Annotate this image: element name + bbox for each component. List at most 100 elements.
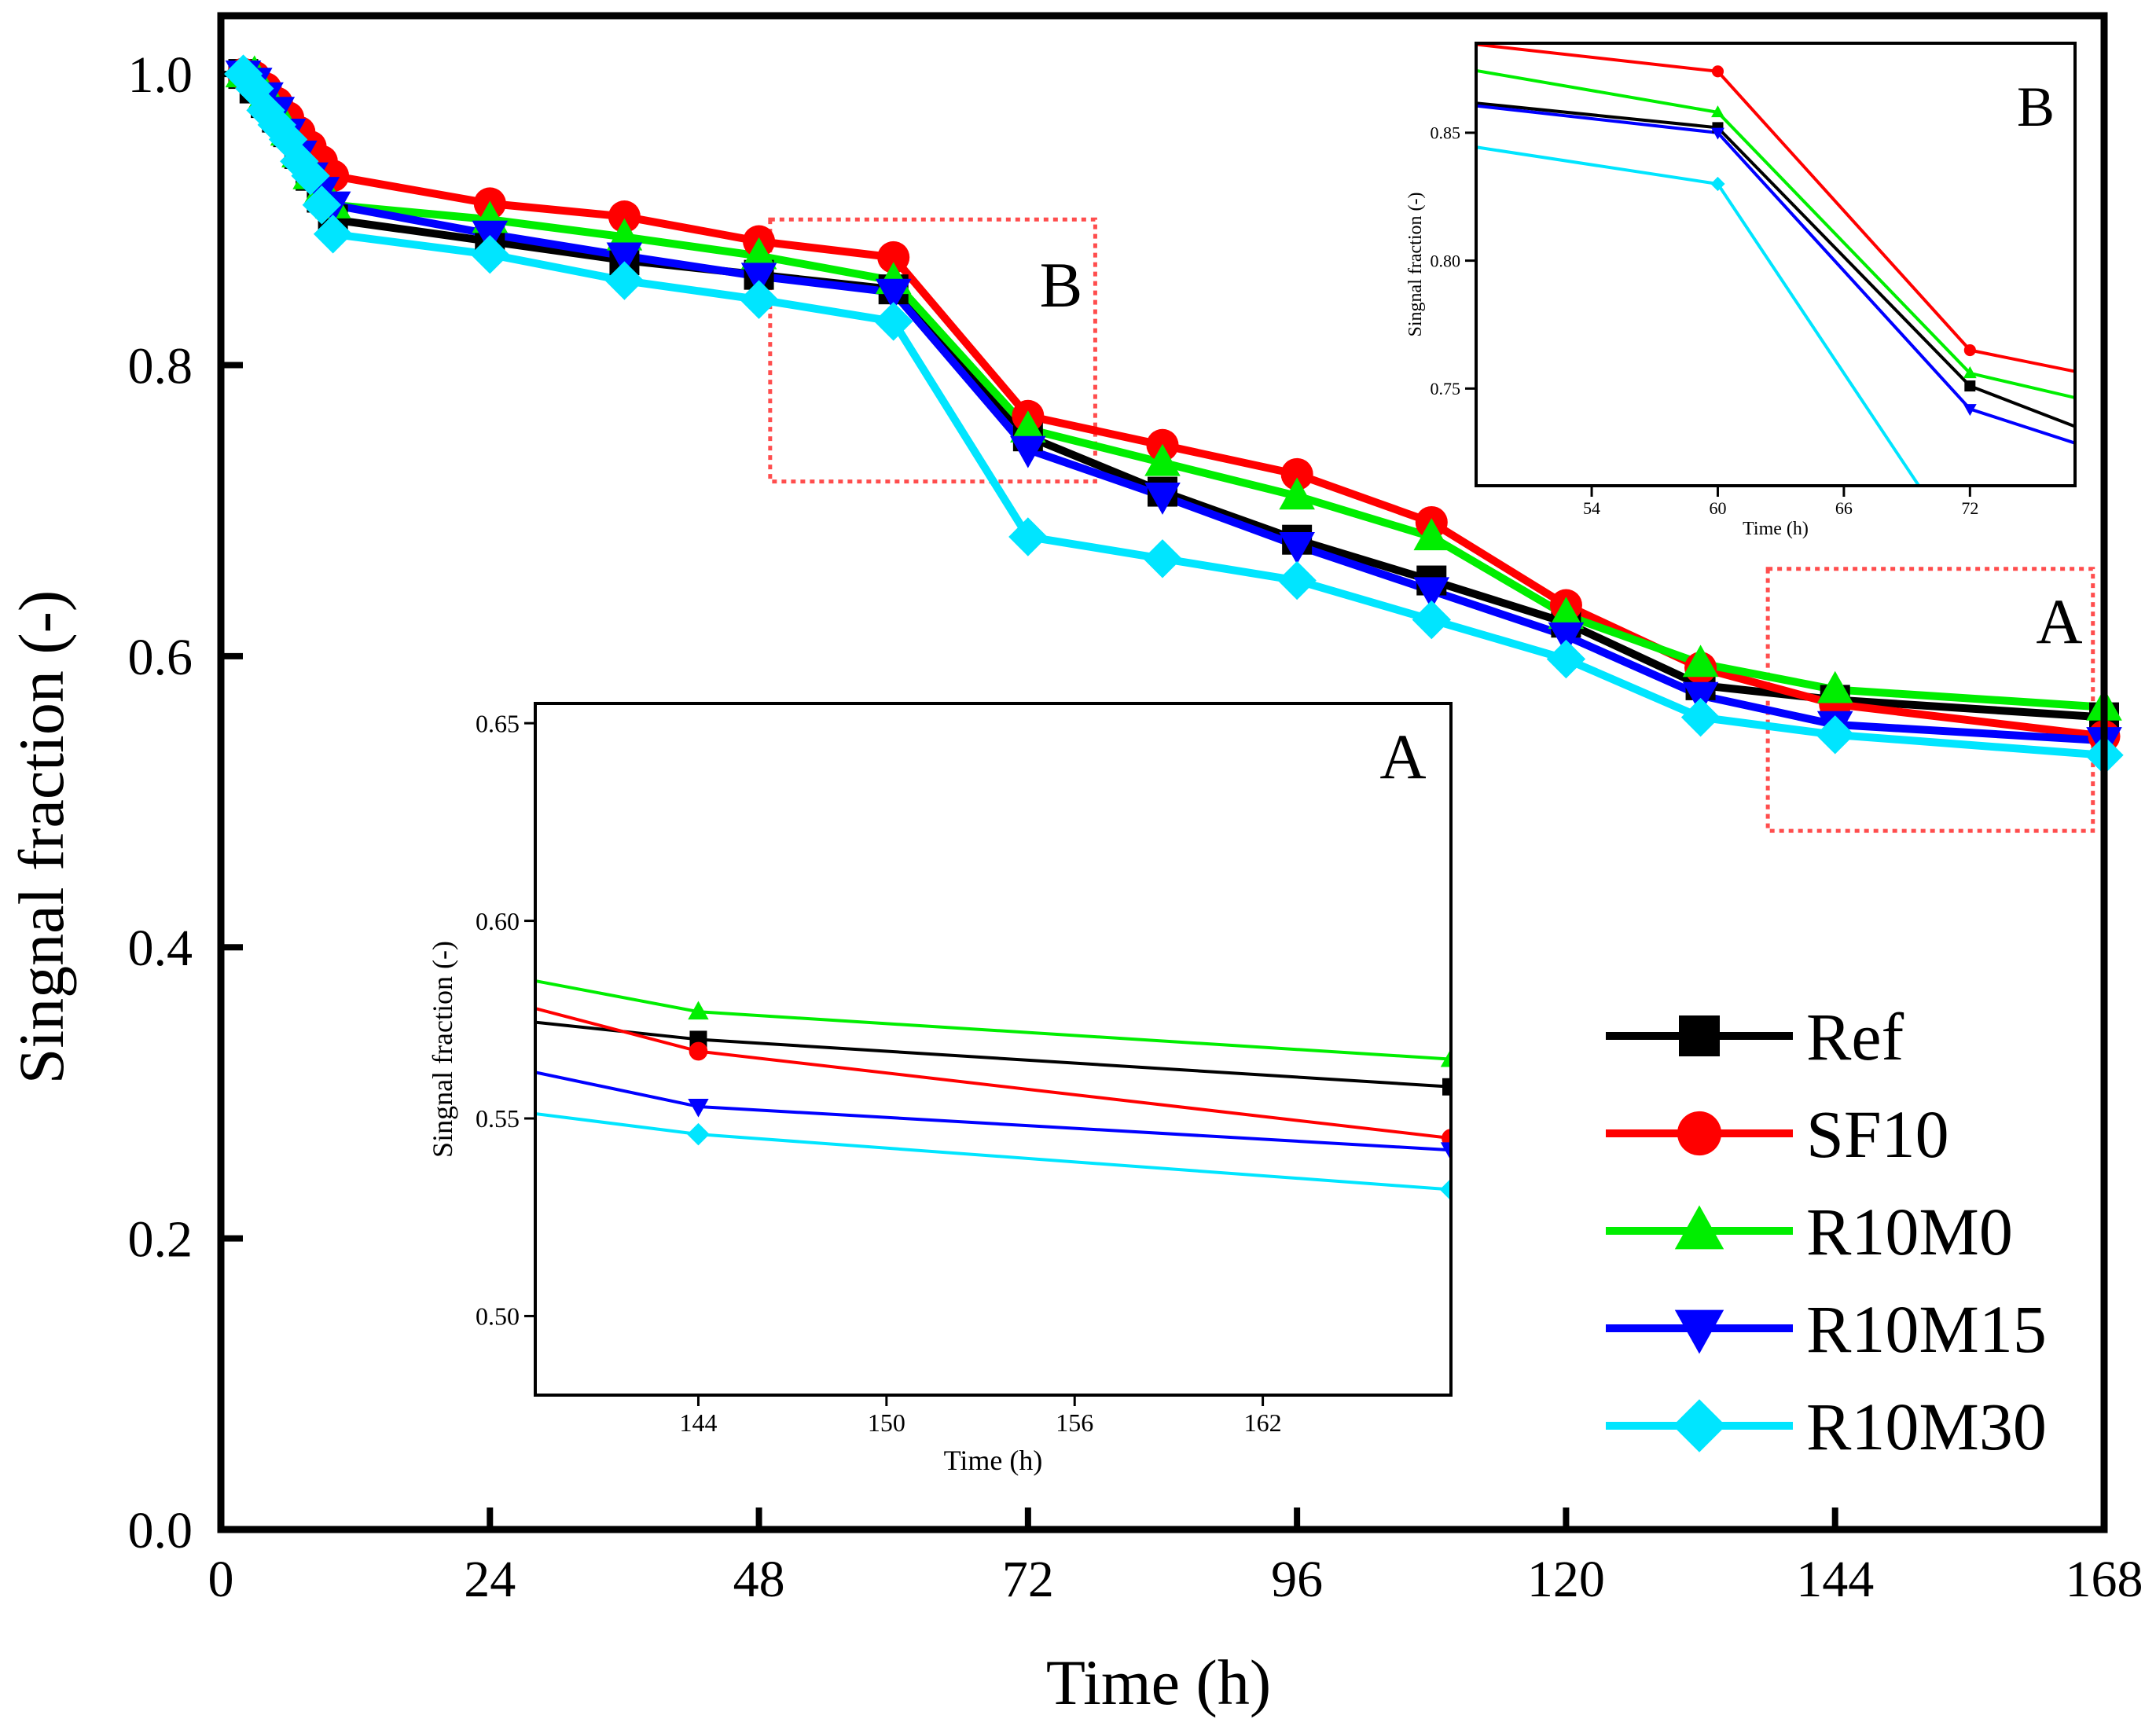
data-point-r10m30 bbox=[235, 68, 274, 108]
inset-x-tick-label: 54 bbox=[1583, 498, 1600, 518]
data-point-sf10 bbox=[1280, 457, 1313, 490]
x-tick-label: 24 bbox=[464, 1551, 516, 1608]
inset-frame bbox=[1475, 42, 2077, 487]
legend: Ref SF10 R10M0 R10M15 R10M30 bbox=[1606, 999, 2047, 1464]
inset-data-point-sf10 bbox=[689, 1041, 708, 1061]
inset-x-tick-label: 60 bbox=[1709, 498, 1726, 518]
main-plot-frame bbox=[217, 12, 2108, 1533]
inset-a-plot: 144 150 156 162 0.50 0.55 0.60 0.65 Time (h) Sing… bbox=[427, 702, 1453, 1476]
data-point-r10m30 bbox=[1008, 517, 1048, 556]
inset-y-axis-label: Singnal fraction (-) bbox=[427, 941, 458, 1158]
x-tick-label: 48 bbox=[733, 1551, 785, 1608]
inset-x-tick-label: 72 bbox=[1961, 498, 1978, 518]
data-point-r10m30 bbox=[1277, 560, 1317, 600]
data-point-r10m30 bbox=[1546, 639, 1586, 679]
data-point-r10m0 bbox=[1279, 477, 1315, 510]
x-tick-label: 168 bbox=[2066, 1551, 2143, 1608]
data-point-r10m0 bbox=[1548, 597, 1585, 630]
data-point-r10m0 bbox=[740, 237, 777, 270]
legend-label-r10m30: R10M30 bbox=[1806, 1389, 2047, 1464]
inset-data-point-r10m30 bbox=[687, 1122, 710, 1146]
data-point-r10m30 bbox=[1143, 539, 1182, 578]
x-axis-label: Time (h) bbox=[1046, 1647, 1271, 1718]
inset-y-tick-label: 0.80 bbox=[1431, 251, 1461, 270]
data-point-r10m15 bbox=[1548, 622, 1585, 655]
data-point-r10m0 bbox=[1144, 443, 1181, 476]
data-point-r10m0 bbox=[1682, 644, 1719, 678]
inset-data-point-r10m15 bbox=[688, 1099, 709, 1118]
data-point-r10m15 bbox=[875, 278, 912, 311]
data-point-r10m0 bbox=[606, 218, 643, 251]
data-point-r10m15 bbox=[1010, 435, 1046, 468]
data-point-r10m30 bbox=[1816, 715, 1855, 755]
legend-marker-r10m0 bbox=[1674, 1205, 1724, 1250]
inset-x-tick-label: 144 bbox=[679, 1408, 717, 1437]
inset-data-point-r10m15 bbox=[1440, 1142, 1451, 1161]
inset-x-axis-label: Time (h) bbox=[944, 1445, 1043, 1476]
inset-y-axis-label: Singnal fraction (-) bbox=[1405, 193, 1426, 337]
inset-data-point-sf10 bbox=[1711, 65, 1724, 78]
legend-label-r10m0: R10M0 bbox=[1806, 1194, 2013, 1269]
data-point-r10m15 bbox=[606, 242, 643, 275]
inset-a-letter: A bbox=[1379, 721, 1426, 792]
data-point-r10m0 bbox=[1010, 410, 1046, 443]
inset-data-point-r10m30 bbox=[1710, 176, 1725, 192]
legend-label-r10m15: R10M15 bbox=[1806, 1291, 2047, 1367]
y-axis-label: Singnal fraction (-) bbox=[6, 590, 77, 1084]
data-point-r10m30 bbox=[246, 90, 285, 130]
inset-x-tick-label: 156 bbox=[1056, 1408, 1093, 1437]
inset-b-letter: B bbox=[2017, 75, 2055, 138]
data-point-r10m15 bbox=[740, 263, 777, 296]
inset-x-tick-label: 162 bbox=[1244, 1408, 1282, 1437]
inset-data-point-sf10 bbox=[1963, 343, 1976, 357]
inset-y-tick-label: 0.75 bbox=[1431, 379, 1461, 398]
inset-data-point-r10m30 bbox=[1439, 1178, 1451, 1201]
legend-marker-r10m30 bbox=[1673, 1399, 1726, 1452]
inset-data-point-ref bbox=[1442, 1078, 1451, 1096]
legend-marker-sf10 bbox=[1677, 1111, 1722, 1156]
inset-background bbox=[1476, 43, 2075, 486]
data-point-r10m30 bbox=[223, 54, 263, 94]
inset-x-tick-label: 150 bbox=[868, 1408, 905, 1437]
y-tick-label: 0.6 bbox=[128, 629, 193, 686]
inset-y-tick-label: 0.85 bbox=[1431, 123, 1461, 143]
inset-b-plot: 54 60 66 72 0.75 0.80 0.85 Time (h) Singnal frac… bbox=[1405, 42, 2077, 539]
inset-data-point-r10m15 bbox=[1963, 404, 1977, 417]
inset-y-tick-label: 0.55 bbox=[476, 1104, 520, 1133]
inset-y-tick-label: 0.65 bbox=[476, 709, 520, 737]
legend-marker-ref bbox=[1679, 1015, 1720, 1056]
inset-data-point-r10m15 bbox=[1711, 127, 1724, 140]
zoom-box-b bbox=[768, 217, 1097, 484]
data-point-r10m30 bbox=[1412, 600, 1451, 640]
inset-x-axis-label: Time (h) bbox=[1743, 519, 1809, 539]
inset-series-area bbox=[535, 979, 1451, 1201]
legend-marker-r10m15 bbox=[1674, 1309, 1724, 1354]
data-point-r10m30 bbox=[874, 302, 913, 341]
y-tick-label: 0.8 bbox=[128, 337, 193, 395]
data-point-sf10 bbox=[608, 200, 641, 233]
legend-label-ref: Ref bbox=[1806, 999, 1904, 1074]
inset-y-tick-label: 0.60 bbox=[476, 907, 520, 935]
x-tick-label: 0 bbox=[208, 1551, 234, 1608]
data-point-r10m15 bbox=[1144, 483, 1181, 515]
data-point-sf10 bbox=[877, 241, 910, 274]
data-point-r10m15 bbox=[1413, 577, 1450, 610]
zoom-box-a-label: A bbox=[2036, 586, 2082, 657]
y-tick-label: 0.4 bbox=[128, 920, 193, 977]
inset-y-tick-label: 0.50 bbox=[476, 1302, 520, 1331]
inset-data-point-ref bbox=[1964, 380, 1976, 392]
data-point-r10m30 bbox=[739, 280, 779, 319]
x-tick-label: 96 bbox=[1271, 1551, 1323, 1608]
x-tick-label: 120 bbox=[1527, 1551, 1605, 1608]
inset-x-tick-label: 66 bbox=[1835, 498, 1853, 518]
inset-series-area bbox=[1476, 43, 2075, 486]
main-plot: 0 24 48 72 96 120 144 168 0.0 0.2 0.4 0.6 0.8 1.0 B A bbox=[128, 12, 2143, 1608]
zoom-box-a bbox=[1765, 567, 2095, 833]
data-point-r10m0 bbox=[1816, 670, 1853, 703]
inset-frame bbox=[534, 702, 1453, 1397]
zoom-box-b-label: B bbox=[1040, 249, 1083, 321]
inset-data-point-r10m0 bbox=[688, 1001, 709, 1020]
y-tick-label: 1.0 bbox=[128, 46, 193, 104]
data-point-r10m30 bbox=[1680, 697, 1721, 737]
